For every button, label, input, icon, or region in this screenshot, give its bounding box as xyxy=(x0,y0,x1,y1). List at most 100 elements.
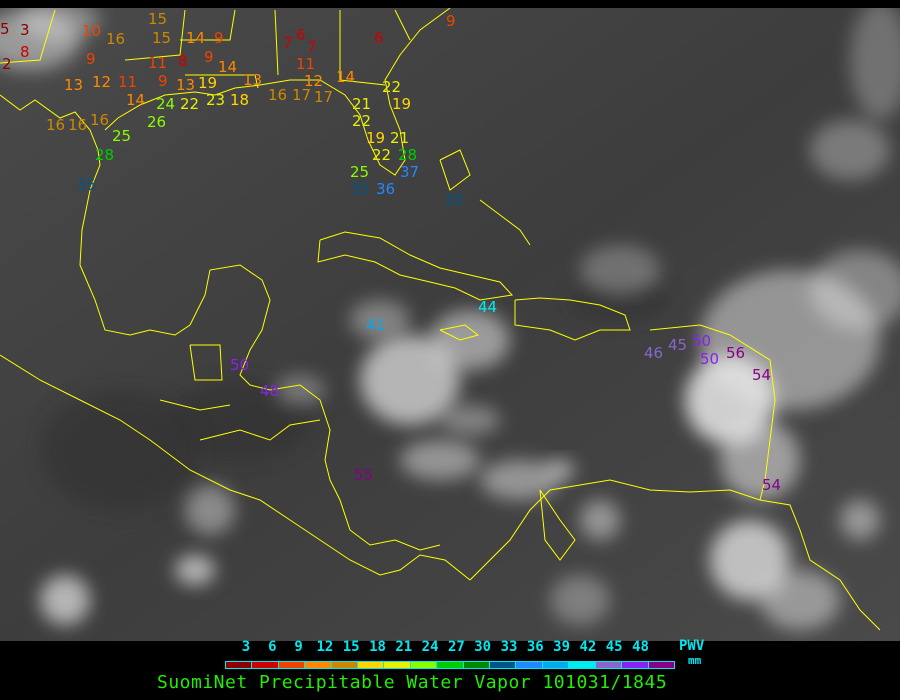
station-pwv-label: 54 xyxy=(762,476,781,494)
coastline xyxy=(649,324,776,501)
coastline xyxy=(124,9,186,61)
coastline xyxy=(539,489,576,561)
coastline xyxy=(339,10,386,86)
land-shade xyxy=(570,280,670,320)
station-pwv-label: 7 xyxy=(283,34,293,52)
station-pwv-label: 56 xyxy=(726,344,745,362)
station-pwv-label: 9 xyxy=(86,50,96,68)
station-pwv-label: 25 xyxy=(350,163,369,181)
station-pwv-label: 11 xyxy=(296,55,315,73)
station-pwv-label: 45 xyxy=(668,336,687,354)
station-pwv-label: 14 xyxy=(126,91,145,109)
coastline xyxy=(199,419,321,441)
station-pwv-label: 13 xyxy=(176,76,195,94)
legend-swatch xyxy=(622,662,649,668)
cloud xyxy=(350,300,410,340)
station-pwv-label: 12 xyxy=(92,73,111,91)
legend-swatch xyxy=(648,662,674,668)
station-pwv-label: 14 xyxy=(186,29,205,47)
station-pwv-label: 8 xyxy=(178,52,188,70)
cloud xyxy=(550,575,610,625)
coastline xyxy=(394,9,411,41)
legend-swatch xyxy=(463,662,491,668)
station-pwv-label: 9 xyxy=(446,12,456,30)
land-shade xyxy=(170,380,310,460)
station-pwv-label: 50 xyxy=(700,350,719,368)
legend-tick: 48 xyxy=(632,639,649,655)
legend-tick: 3 xyxy=(241,639,251,655)
station-pwv-label: 19 xyxy=(392,95,411,113)
station-pwv-label: 21 xyxy=(352,95,371,113)
station-pwv-label: 50 xyxy=(692,332,711,350)
station-pwv-label: 15 xyxy=(152,29,171,47)
station-pwv-label: 16 xyxy=(90,111,109,129)
station-pwv-label: 23 xyxy=(206,91,225,109)
station-pwv-label: 28 xyxy=(398,146,417,164)
map-title: SuomiNet Precipitable Water Vapor 101031… xyxy=(157,672,668,693)
coastline xyxy=(0,94,271,386)
station-pwv-label: 55 xyxy=(354,466,373,484)
station-pwv-label: 41 xyxy=(366,316,385,334)
cloud xyxy=(275,375,325,405)
cloud xyxy=(760,570,840,630)
station-pwv-label: 46 xyxy=(644,344,663,362)
legend-tick: 12 xyxy=(316,639,334,655)
legend-swatch xyxy=(569,662,596,668)
legend-unit-label: PWV xyxy=(679,638,705,654)
station-pwv-label: 9 xyxy=(204,48,214,66)
legend-ticks: 3 6 9 12 15 18 21 24 27 30 33 36 39 42 45 48 xyxy=(0,639,900,655)
cloud xyxy=(580,500,620,540)
coastline xyxy=(189,344,223,381)
cloud xyxy=(850,8,900,120)
cloud xyxy=(840,500,880,540)
coastline xyxy=(317,231,514,301)
legend-tick: 9 xyxy=(294,639,303,655)
coastline xyxy=(514,297,631,341)
legend-swatch xyxy=(305,662,332,668)
station-pwv-label: 6 xyxy=(296,26,306,44)
legend-tick: 18 xyxy=(369,639,386,655)
station-pwv-label: 13 xyxy=(64,76,83,94)
station-pwv-label: 19 xyxy=(198,74,217,92)
legend-tick: 6 xyxy=(268,639,277,655)
color-scale-bar xyxy=(225,661,675,669)
station-pwv-label: 25 xyxy=(112,127,131,145)
station-pwv-label: 48 xyxy=(260,382,279,400)
legend-swatch xyxy=(516,662,543,668)
cloud xyxy=(810,120,890,180)
station-pwv-label: 22 xyxy=(180,95,199,113)
station-pwv-label: 11 xyxy=(148,54,167,72)
legend-tick: 27 xyxy=(447,639,465,655)
station-pwv-label: 11 xyxy=(118,73,137,91)
station-pwv-label: 35 xyxy=(444,191,463,209)
station-pwv-label: 17 xyxy=(314,88,333,106)
cloud xyxy=(20,8,100,40)
legend-tick: 45 xyxy=(605,639,623,655)
station-pwv-label: 37 xyxy=(400,163,419,181)
station-pwv-label: 15 xyxy=(148,10,167,28)
coastline xyxy=(185,74,259,89)
legend-tick: 36 xyxy=(526,639,544,655)
legend-tick: 33 xyxy=(500,639,518,655)
legend-tick: 15 xyxy=(342,639,360,655)
station-pwv-label: 6 xyxy=(374,29,384,47)
station-pwv-label: 13 xyxy=(243,71,262,89)
legend-swatch xyxy=(595,662,623,668)
station-pwv-label: 14 xyxy=(218,58,237,76)
coastline xyxy=(439,324,480,341)
station-pwv-label: 16 xyxy=(106,30,125,48)
coastline xyxy=(249,384,441,551)
coastline xyxy=(274,9,279,76)
station-pwv-label: 5 xyxy=(0,20,10,38)
station-pwv-label: 9 xyxy=(158,72,168,90)
cloud xyxy=(360,335,460,425)
station-pwv-label: 2 xyxy=(2,55,12,73)
cloud xyxy=(710,520,790,600)
station-pwv-label: 16 xyxy=(268,86,287,104)
station-pwv-label: 26 xyxy=(147,113,166,131)
station-pwv-label: 24 xyxy=(156,95,175,113)
station-pwv-label: 22 xyxy=(382,78,401,96)
